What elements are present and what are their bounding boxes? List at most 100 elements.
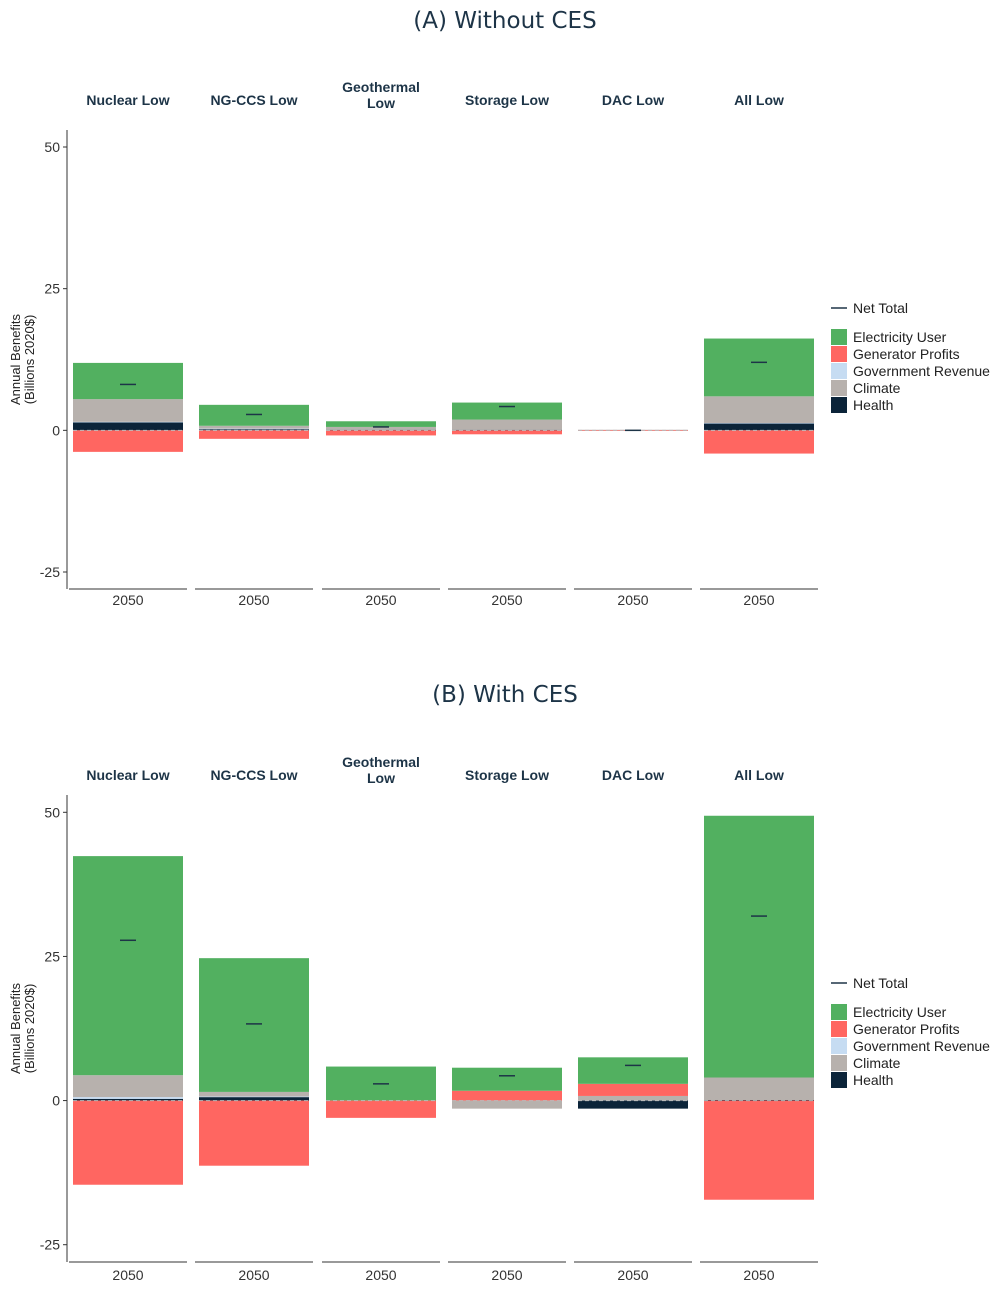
y-tick-label: -25 — [40, 564, 60, 580]
facet-1: NG-CCS Low 2050 — [195, 767, 313, 1283]
x-tick-label: 2050 — [491, 1267, 522, 1283]
bar-segment-electricity-user — [73, 362, 183, 400]
facet-label-line: NG-CCS Low — [210, 92, 297, 108]
x-tick-label: 2050 — [743, 592, 774, 608]
bar-segment-health — [578, 1100, 688, 1109]
panel-title: (A) Without CES — [413, 8, 596, 34]
bar-segment-electricity-user — [326, 421, 436, 427]
facet-label: All Low — [734, 92, 784, 108]
facet-2: Geothermal Low 2050 — [322, 754, 440, 1283]
facet-label-line: Low — [367, 95, 395, 111]
bar-segment-generator-profits — [704, 1100, 814, 1200]
y-axis-title: Annual Benefits(Billions 2020$) — [8, 982, 37, 1074]
legend-label-electricity-user: Electricity User — [853, 1004, 947, 1020]
facet-label: Nuclear Low — [86, 767, 169, 783]
bar-segment-health — [199, 429, 309, 431]
facet-label-line: Geothermal — [342, 754, 420, 770]
bar-segment-climate — [704, 396, 814, 423]
bar-segment-climate — [452, 419, 562, 430]
facet-label: NG-CCS Low — [210, 767, 297, 783]
bar-segment-generator-profits — [704, 430, 814, 454]
bar-segment-climate — [199, 1091, 309, 1097]
facet-label-line: All Low — [734, 92, 784, 108]
facet-label: NG-CCS Low — [210, 92, 297, 108]
bar-segment-health — [452, 429, 562, 431]
y-tick-label: 25 — [44, 948, 60, 964]
y-tick-label: 50 — [44, 139, 60, 155]
bar-segment-electricity-user — [199, 958, 309, 1092]
facet-label-line: Storage Low — [465, 92, 549, 108]
facet-2: Geothermal Low 2050 — [322, 79, 440, 608]
legend-swatch-electricity-user — [831, 1004, 847, 1020]
bar-segment-health — [73, 1098, 183, 1101]
bar-segment-generator-profits — [199, 430, 309, 439]
panel-title: (B) With CES — [432, 682, 578, 708]
facet-label: Nuclear Low — [86, 92, 169, 108]
bar-segment-generator-profits — [578, 1083, 688, 1096]
y-axis-title-line: Annual Benefits — [8, 313, 23, 405]
facet-label-line: Nuclear Low — [86, 92, 169, 108]
legend-label-electricity-user: Electricity User — [853, 329, 947, 345]
legend-swatch-health — [831, 397, 847, 413]
legend-swatch-health — [831, 1072, 847, 1088]
x-tick-label: 2050 — [617, 1267, 648, 1283]
legend-swatch-generator-profits — [831, 1021, 847, 1037]
y-axis-title-line: (Billions 2020$) — [22, 315, 37, 405]
facet-label: Storage Low — [465, 92, 549, 108]
facet-4: DAC Low 2050 — [574, 92, 692, 608]
bar-segment-climate — [578, 1095, 688, 1101]
bar-segment-climate — [326, 426, 436, 430]
facet-label: Geothermal Low — [342, 79, 420, 111]
x-tick-label: 2050 — [617, 592, 648, 608]
y-axis-title-line: (Billions 2020$) — [22, 984, 37, 1074]
bar-segment-government-revenue — [199, 1096, 309, 1098]
bar-segment-climate — [199, 425, 309, 429]
legend-label-health: Health — [853, 1072, 893, 1088]
bar-segment-electricity-user — [578, 1057, 688, 1084]
legend-net-total-label: Net Total — [853, 300, 908, 316]
x-tick-label: 2050 — [238, 592, 269, 608]
x-tick-label: 2050 — [112, 592, 143, 608]
legend-swatch-generator-profits — [831, 346, 847, 362]
bar-segment-health — [704, 423, 814, 431]
facet-0: Nuclear Low 2050 — [69, 767, 187, 1283]
bar-segment-generator-profits — [452, 1090, 562, 1101]
bar-segment-government-revenue — [73, 421, 183, 423]
legend-label-generator-profits: Generator Profits — [853, 1021, 960, 1037]
bar-segment-generator-profits — [73, 430, 183, 452]
y-axis-title-line: Annual Benefits — [8, 982, 23, 1074]
facet-4: DAC Low 2050 — [574, 767, 692, 1283]
bar-segment-government-revenue — [704, 422, 814, 424]
legend-swatch-government-revenue — [831, 363, 847, 379]
bar-segment-electricity-user — [452, 1067, 562, 1091]
x-tick-label: 2050 — [238, 1267, 269, 1283]
bar-segment-generator-profits — [199, 1100, 309, 1166]
bar-segment-climate — [73, 1075, 183, 1098]
legend-swatch-government-revenue — [831, 1038, 847, 1054]
bar-segment-electricity-user — [704, 338, 814, 397]
x-tick-label: 2050 — [365, 592, 396, 608]
bar-segment-climate — [452, 1100, 562, 1109]
legend-swatch-electricity-user — [831, 329, 847, 345]
facet-label-line: DAC Low — [602, 92, 664, 108]
bar-segment-electricity-user — [704, 815, 814, 1078]
facet-label-line: Low — [367, 770, 395, 786]
bar-segment-generator-profits — [326, 430, 436, 436]
facet-label-line: Storage Low — [465, 767, 549, 783]
facet-label: Storage Low — [465, 767, 549, 783]
bar-segment-generator-profits — [73, 1100, 183, 1185]
bar-segment-climate — [704, 1077, 814, 1100]
bar-segment-electricity-user — [452, 402, 562, 420]
facet-label-line: NG-CCS Low — [210, 767, 297, 783]
bar-segment-government-revenue — [73, 1097, 183, 1099]
y-tick-label: 50 — [44, 804, 60, 820]
bar-segment-climate — [73, 399, 183, 422]
bar-segment-generator-profits — [452, 430, 562, 435]
facet-label: DAC Low — [602, 92, 664, 108]
facet-label-line: All Low — [734, 767, 784, 783]
facet-label: Geothermal Low — [342, 754, 420, 786]
facet-5: All Low 2050 — [700, 767, 818, 1283]
x-tick-label: 2050 — [112, 1267, 143, 1283]
